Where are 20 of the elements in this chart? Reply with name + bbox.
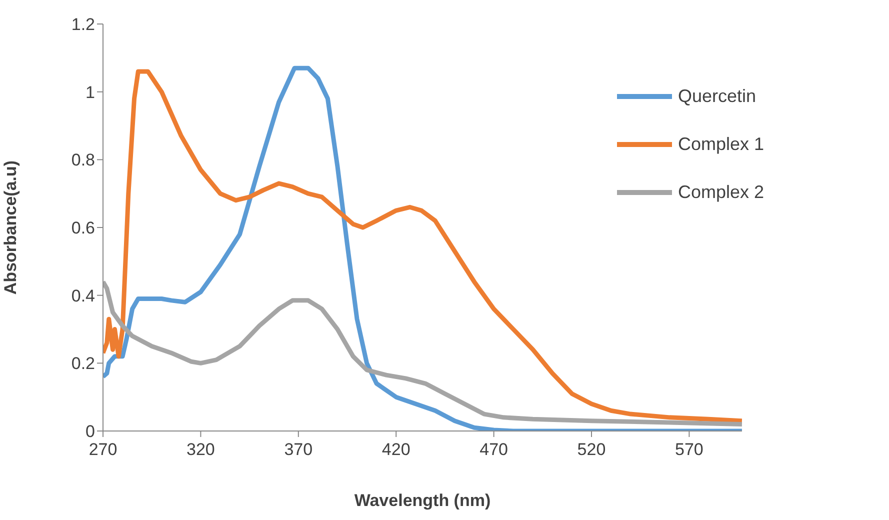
y-tick-label: 0 xyxy=(86,422,95,442)
x-tick-label: 420 xyxy=(382,440,410,460)
x-tick-label: 270 xyxy=(88,440,118,460)
x-tick-label: 370 xyxy=(284,440,313,460)
y-axis-title: Absorbance(a.u) xyxy=(1,160,20,295)
y-tick-label: 0.4 xyxy=(71,286,95,306)
x-axis-title: Wavelength (nm) xyxy=(354,491,491,510)
x-tick-label: 320 xyxy=(186,440,215,460)
y-tick-label: 1 xyxy=(86,82,95,102)
legend-label: Complex 1 xyxy=(678,133,764,156)
line-series xyxy=(103,280,742,426)
y-tick-label: 0.2 xyxy=(71,354,95,374)
x-tick-label: 570 xyxy=(675,440,704,460)
x-tick-label: 520 xyxy=(577,440,606,460)
x-tick-label: 470 xyxy=(480,440,508,460)
y-tick-label: 1.2 xyxy=(71,15,95,34)
y-tick-label: 0.6 xyxy=(71,218,95,238)
legend-label: Quercetin xyxy=(678,85,756,108)
y-tick-label: 0.8 xyxy=(71,150,95,170)
legend-label: Complex 2 xyxy=(678,181,764,204)
